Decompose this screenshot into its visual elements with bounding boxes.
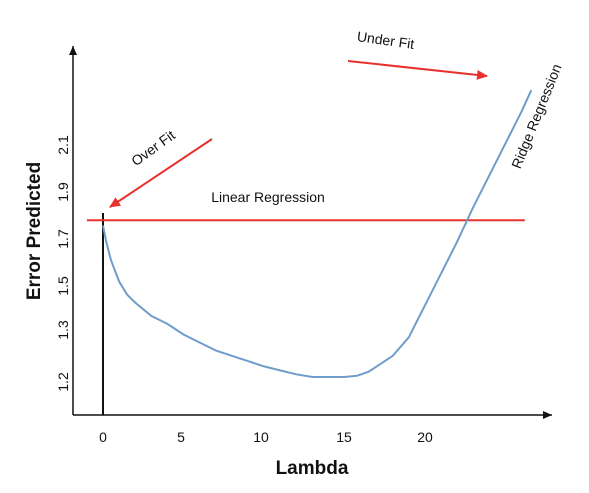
y-tick-label-1-7: 1.7 (55, 229, 71, 249)
ridge-regression-label: Ridge Regression (508, 62, 565, 171)
x-tick-label-0: 0 (99, 429, 107, 445)
over-fit-label: Over Fit (128, 127, 178, 169)
y-tick-label-1-3: 1.3 (55, 320, 71, 340)
under-fit-arrow (347, 60, 488, 80)
y-axis-title: Error Predicted (24, 162, 45, 300)
x-tick-label-20: 20 (417, 429, 433, 445)
under-fit-label: Under Fit (356, 28, 415, 52)
x-tick-label-10: 10 (253, 429, 269, 445)
y-tick-label-2-1: 2.1 (55, 135, 71, 155)
y-tick-label-1-9: 1.9 (55, 182, 71, 202)
x-tick-label-15: 15 (336, 429, 352, 445)
x-axis-title: Lambda (276, 458, 349, 479)
y-tick-label-1-2: 1.2 (55, 372, 71, 392)
ridge-regression-curve (102, 89, 533, 378)
linear-regression-label: Linear Regression (211, 189, 325, 205)
over-fit-arrow (109, 138, 213, 208)
y-tick-label-1-5: 1.5 (55, 276, 71, 296)
x-tick-label-5: 5 (177, 429, 185, 445)
